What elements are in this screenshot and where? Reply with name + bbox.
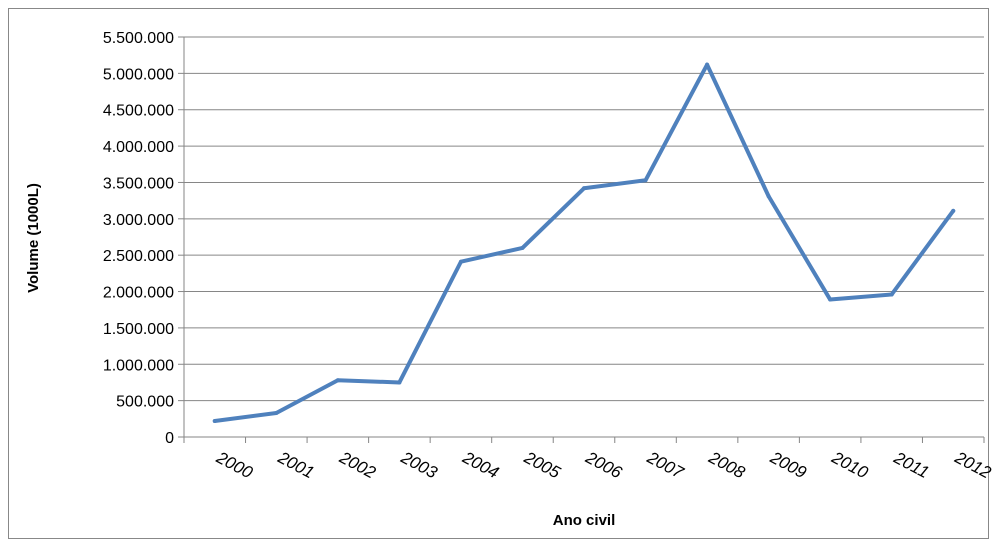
gridlines [184, 36, 984, 402]
x-tick-label: 2003 [397, 447, 441, 482]
x-axis-ticks: 2000 2001 2002 2003 2004 2005 2006 2007 2008 2009… [183, 437, 995, 483]
y-tick-label: 2.000.000 [103, 285, 174, 302]
chart-area [8, 8, 989, 539]
x-tick-label: 2000 [213, 447, 257, 482]
data-point [274, 411, 279, 415]
series [212, 62, 956, 423]
x-tick-label: 2002 [336, 447, 380, 482]
data-point [889, 292, 894, 297]
axes [183, 37, 984, 438]
y-tick-label: 5.000.000 [103, 66, 174, 83]
y-tick-label: 0 [165, 430, 174, 447]
x-tick-label: 2011 [890, 448, 932, 482]
y-tick-label: 1.500.000 [103, 321, 174, 338]
x-tick-label: 2008 [705, 447, 749, 482]
data-point [582, 186, 586, 191]
data-point [828, 297, 833, 302]
data-point [212, 419, 217, 423]
x-tick-label: 2006 [582, 447, 626, 482]
x-tick-label: 2004 [459, 447, 502, 482]
y-tick-label: 2.500.000 [103, 248, 174, 265]
x-axis-title: Ano civil [553, 512, 616, 529]
data-point [766, 194, 771, 199]
data-point [335, 378, 340, 383]
y-axis-title: Volume (1000L) [25, 183, 42, 293]
data-point [520, 245, 525, 250]
y-tick-label: 1.000.000 [103, 357, 174, 374]
data-point [951, 208, 956, 213]
x-tick-label: 2007 [643, 447, 687, 482]
y-tick-label: 500.000 [116, 394, 174, 411]
x-tick-label: 2012 [951, 447, 995, 482]
x-tick-label: 2009 [766, 447, 810, 482]
data-point [397, 380, 402, 385]
x-tick-label: 2001 [274, 447, 317, 482]
data-point [643, 178, 648, 183]
series-line [212, 62, 956, 423]
x-tick-label: 2010 [828, 447, 872, 482]
y-tick-label: 3.500.000 [103, 175, 174, 192]
y-tick-label: 4.000.000 [103, 139, 174, 156]
y-axis-ticks: 0 500.000 1.000.000 1.500.000 2.000.000 2.500… [103, 30, 184, 447]
y-tick-label: 4.500.000 [103, 103, 174, 120]
x-tick-label: 2005 [520, 447, 564, 482]
data-point [705, 62, 710, 67]
y-tick-label: 3.000.000 [103, 212, 174, 229]
data-point [458, 259, 463, 264]
y-tick-label: 5.500.000 [103, 30, 174, 47]
